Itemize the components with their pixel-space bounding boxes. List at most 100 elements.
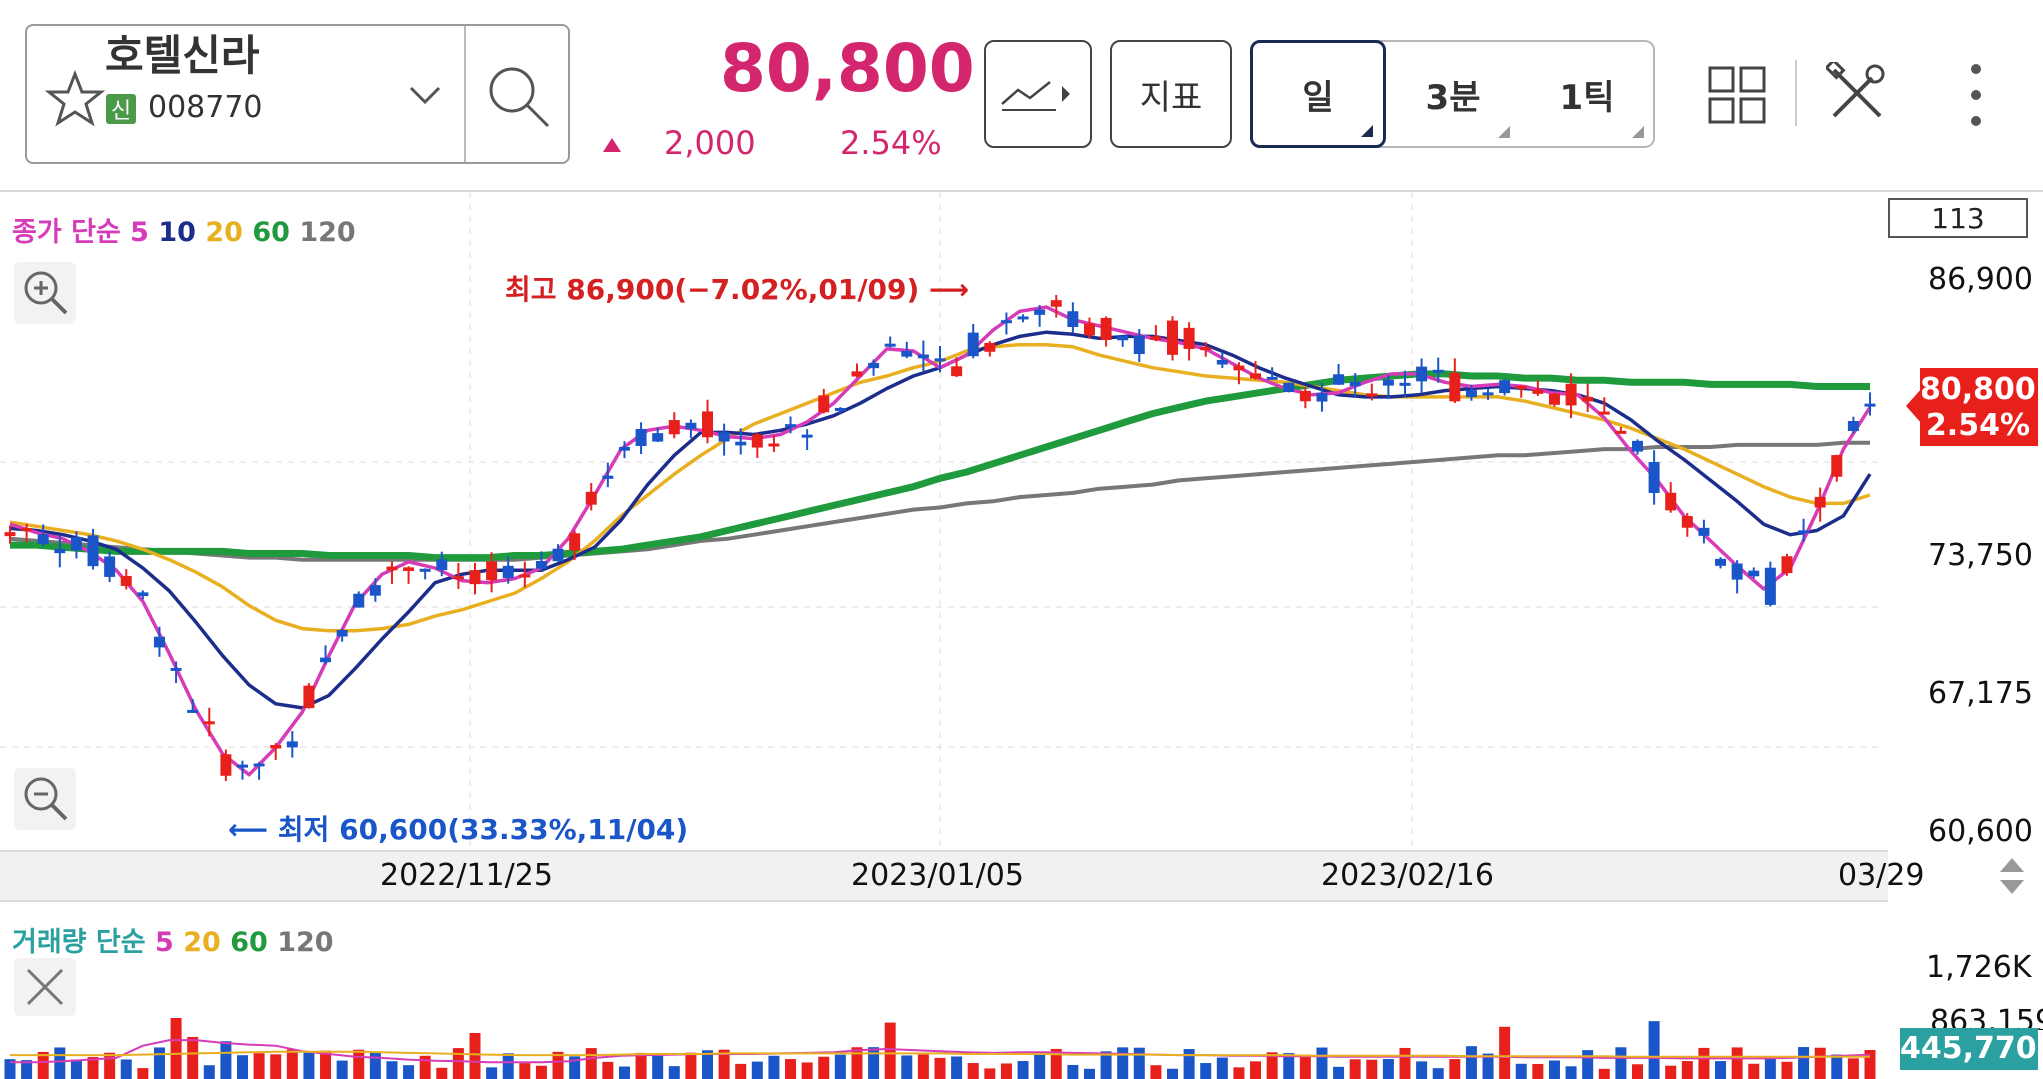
volume-bar: [1615, 1047, 1627, 1079]
up-triangle-icon: [603, 138, 621, 152]
volume-bar: [585, 1048, 597, 1079]
ma-line-60: [10, 370, 1870, 562]
volume-bar: [153, 1047, 165, 1079]
candle: [237, 764, 248, 768]
volume-bar: [1532, 1063, 1544, 1079]
x-tick: 03/29: [1838, 858, 1925, 893]
candle: [1283, 382, 1295, 393]
candle: [1731, 563, 1743, 580]
candle: [1715, 558, 1727, 566]
candle: [718, 432, 730, 442]
y-tick: 73,750: [1928, 538, 2033, 573]
current-price-tag-pct: 2.54%: [1925, 408, 2030, 443]
candle: [386, 566, 398, 571]
candle: [1382, 379, 1394, 386]
volume-bar: [1648, 1021, 1660, 1079]
volume-bar: [801, 1062, 813, 1079]
volume-bar: [1499, 1026, 1511, 1079]
scroll-arrows-icon[interactable]: [1996, 852, 2028, 900]
volume-bar: [934, 1057, 946, 1079]
corner-triangle-icon: [1632, 126, 1644, 138]
period-tab-3min[interactable]: 3분: [1386, 42, 1520, 146]
grid-icon[interactable]: [1708, 66, 1766, 124]
volume-bar: [1133, 1047, 1145, 1079]
candle: [436, 559, 448, 571]
high-annotation: 최고 86,900(−7.02%,01/09) ⟶: [505, 268, 969, 308]
volume-bar: [1316, 1047, 1328, 1079]
candle: [336, 630, 348, 637]
search-icon[interactable]: [486, 64, 552, 130]
volume-bar: [1665, 1065, 1677, 1079]
close-icon[interactable]: [14, 958, 76, 1016]
volume-bar: [519, 1063, 531, 1079]
candle: [1449, 372, 1461, 402]
candle: [1615, 430, 1627, 434]
volume-bar: [1681, 1061, 1693, 1079]
volume-bar: [286, 1049, 298, 1079]
candle: [1482, 392, 1494, 396]
credit-badge: 신: [106, 94, 136, 124]
candle: [170, 667, 182, 671]
volume-chart[interactable]: [0, 940, 1880, 1079]
candle: [137, 592, 149, 597]
candle: [1133, 335, 1145, 355]
candle: [618, 446, 630, 451]
candle: [1665, 492, 1677, 511]
candle: [1366, 393, 1378, 397]
candle: [37, 534, 49, 545]
volume-y-tick: 1,726K: [1926, 950, 2032, 985]
star-icon[interactable]: [45, 70, 105, 128]
candle-count-box[interactable]: 113: [1888, 198, 2028, 238]
tools-icon[interactable]: [1826, 62, 1888, 124]
candle: [1764, 567, 1776, 605]
volume-bar: [1283, 1053, 1295, 1079]
volume-bar: [685, 1052, 697, 1079]
volume-bar: [1366, 1059, 1378, 1079]
more-vertical-icon[interactable]: [1966, 62, 1986, 128]
candle: [1648, 462, 1660, 493]
candle: [1017, 316, 1029, 320]
volume-bar: [1250, 1061, 1262, 1079]
volume-bar: [37, 1051, 49, 1079]
x-axis-bar[interactable]: [0, 850, 1888, 902]
volume-bar: [569, 1056, 581, 1079]
candle: [785, 424, 797, 428]
candle: [403, 567, 415, 571]
candle: [552, 548, 564, 562]
period-tab-1tick[interactable]: 1틱: [1520, 42, 1654, 146]
candle: [917, 354, 929, 359]
price-chart[interactable]: [0, 192, 1880, 852]
candle: [1117, 335, 1129, 341]
volume-bar: [220, 1041, 232, 1079]
zoom-in-icon[interactable]: [14, 262, 76, 324]
volume-bar: [1565, 1066, 1577, 1079]
candle: [419, 568, 431, 572]
volume-bar: [1067, 1064, 1079, 1079]
volume-bar: [1034, 1051, 1046, 1079]
candle: [187, 709, 199, 713]
zoom-out-icon[interactable]: [14, 768, 76, 830]
candle: [1465, 390, 1477, 398]
candle: [1067, 311, 1079, 327]
candle: [951, 366, 963, 377]
indicator-button[interactable]: 지표: [1110, 40, 1232, 148]
header-separator: [0, 190, 2043, 192]
candle: [4, 532, 16, 537]
volume-bar: [668, 1066, 680, 1079]
volume-bar: [602, 1061, 614, 1079]
volume-bar: [1150, 1065, 1162, 1079]
chart-type-button[interactable]: [984, 40, 1092, 148]
candle: [1416, 366, 1428, 382]
toolbar-divider: [1795, 60, 1797, 126]
ma-legend: 종가 단순 5 10 20 60 120: [12, 210, 356, 249]
chevron-down-icon[interactable]: [408, 84, 442, 106]
candle: [1250, 373, 1262, 379]
x-tick: 2022/11/25: [380, 858, 553, 893]
stock-selector[interactable]: [25, 24, 570, 164]
candle: [1050, 300, 1062, 307]
candle: [535, 560, 547, 569]
period-tab-day[interactable]: 일: [1250, 40, 1386, 148]
y-tick: 60,600: [1928, 814, 2033, 849]
candle: [1216, 359, 1228, 365]
volume-bar: [901, 1055, 913, 1079]
